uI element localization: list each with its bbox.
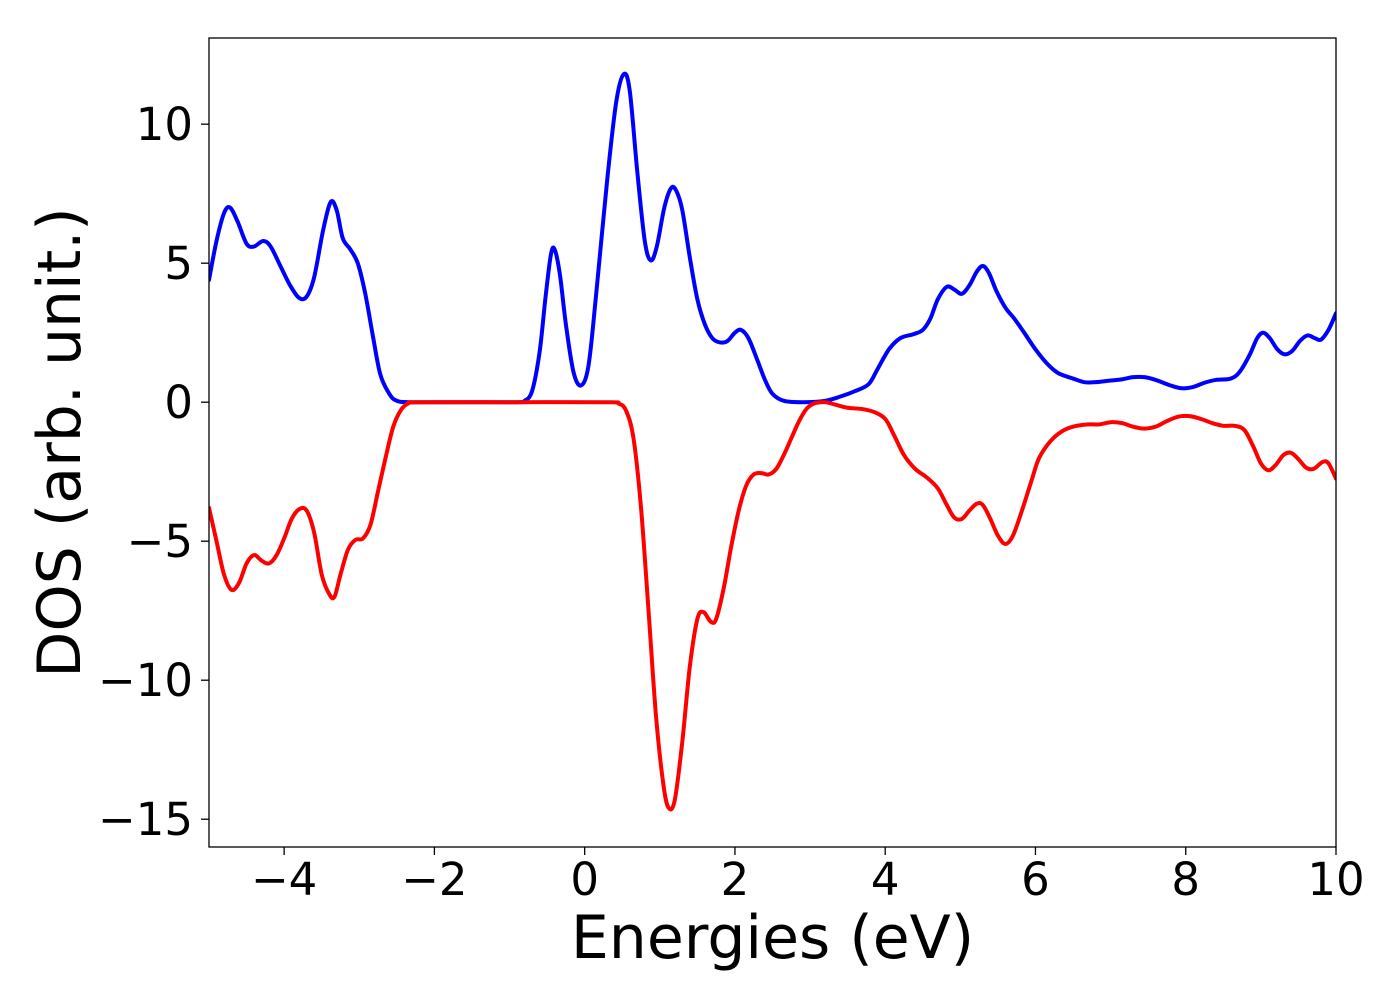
x-tick-label: 4 <box>871 853 900 906</box>
x-tick-label: −2 <box>401 853 467 906</box>
y-tick-label: −15 <box>98 793 193 846</box>
y-tick-label: 5 <box>164 237 193 290</box>
x-tick-label: 10 <box>1307 853 1364 906</box>
y-tick-label: 0 <box>164 376 193 429</box>
series-line-1 <box>209 71 1336 405</box>
x-tick-label: −4 <box>251 853 317 906</box>
x-tick-label: 0 <box>570 853 599 906</box>
y-axis-title: DOS (arb. unit.) <box>25 207 95 677</box>
y-tick-label: −5 <box>127 515 193 568</box>
x-axis-title: Energies (eV) <box>571 903 974 973</box>
series-line-2 <box>209 400 1336 812</box>
y-tick-label: 10 <box>136 98 193 151</box>
x-tick-label: 2 <box>721 853 750 906</box>
series-layer <box>209 71 1336 812</box>
y-tick-label: −10 <box>98 654 193 707</box>
x-tick-label: 6 <box>1021 853 1050 906</box>
x-tick-label: 8 <box>1171 853 1200 906</box>
plot-frame <box>208 37 1337 848</box>
ticks-layer: −4 −2 0 2 4 6 8 10 10 5 0 −5 −10 −15 <box>98 98 1365 906</box>
